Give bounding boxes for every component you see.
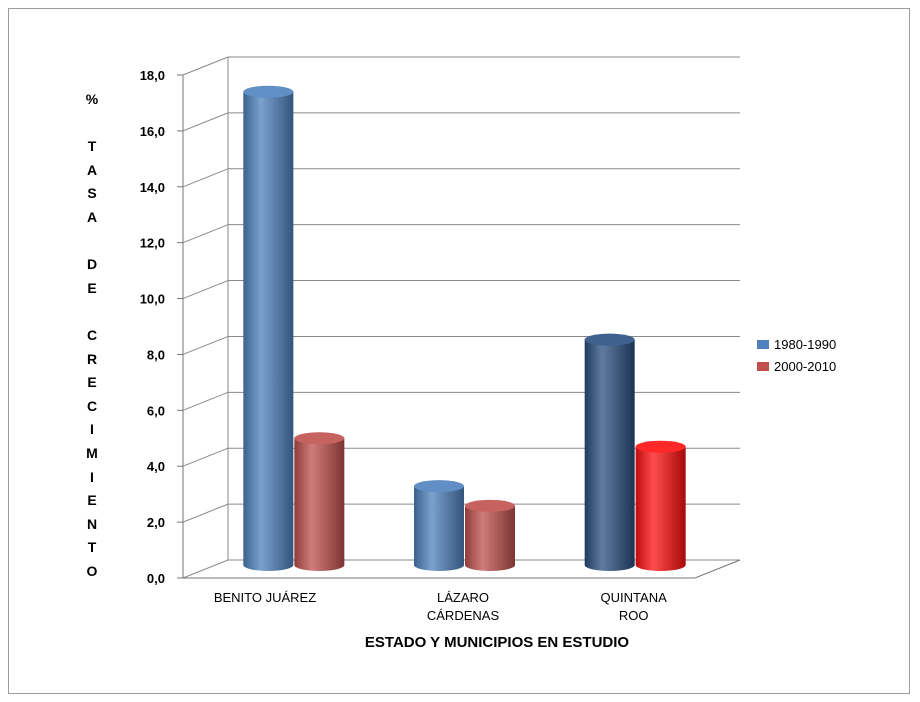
y-tick-label: 16,0 <box>140 124 165 139</box>
legend-swatch <box>757 361 769 371</box>
bar <box>465 505 515 571</box>
y-axis-title-letter: T <box>87 539 97 556</box>
floor-edge <box>183 559 741 579</box>
y-axis-title-letter: D <box>86 256 98 273</box>
legend-swatch <box>757 339 769 349</box>
y-axis-title-letter: S <box>87 185 97 202</box>
gridline-side <box>182 559 229 579</box>
y-tick-label: 6,0 <box>147 403 165 418</box>
y-tick-label: 2,0 <box>147 515 165 530</box>
y-axis-title-letter: % <box>85 91 99 107</box>
y-axis-title-letter: O <box>86 563 98 579</box>
y-axis-title-letter: A <box>86 209 98 225</box>
legend: 1980-1990 2000-2010 <box>757 333 836 377</box>
y-tick-label: 14,0 <box>140 180 165 195</box>
y-axis-title-letter: T <box>87 138 97 155</box>
y-tick-label: 4,0 <box>147 459 165 474</box>
bar-top <box>414 480 464 493</box>
bar-top <box>294 432 345 445</box>
axes <box>177 57 741 579</box>
y-axis-title-letter: N <box>86 515 98 532</box>
gridline-side <box>182 280 229 300</box>
x-axis-title: ESTADO Y MUNICIPIOS EN ESTUDIO <box>365 634 630 651</box>
y-tick-label: 10,0 <box>140 292 165 307</box>
y-tick-labels: 0,0 2,0 4,0 6,0 8,0 10,0 12,0 14,0 16,0 18,0 <box>140 68 165 586</box>
y-axis-title-letter: R <box>86 350 98 367</box>
bar-top <box>465 499 515 512</box>
gridline-side <box>182 335 229 355</box>
bars <box>243 85 686 572</box>
gridline-side <box>182 503 229 523</box>
x-category-labels: BENITO JUÁREZ LÁZARO CÁRDENAS QUINTANA ROO <box>214 590 667 623</box>
y-axis-title-letter: A <box>86 161 98 178</box>
gridline-side <box>182 224 229 244</box>
bar <box>294 438 345 571</box>
y-axis-title-letter: I <box>90 468 94 485</box>
bar-top <box>584 333 635 346</box>
y-axis-title-letter: E <box>87 492 97 509</box>
y-tick-label: 0,0 <box>147 571 165 586</box>
y-axis-title-letter: E <box>87 279 97 296</box>
bar-top <box>635 440 686 453</box>
x-category-label: ROO <box>619 608 649 623</box>
bar-top <box>243 85 294 98</box>
x-category-label: QUINTANA <box>601 590 668 605</box>
x-category-label: BENITO JUÁREZ <box>214 590 316 605</box>
y-axis-title-letter: I <box>90 421 94 438</box>
legend-label: 1980-1990 <box>774 336 837 352</box>
gridline-side <box>182 56 229 76</box>
y-tick-label: 18,0 <box>140 68 165 83</box>
y-tick-label: 8,0 <box>147 347 165 362</box>
y-axis-title-letter: C <box>86 327 98 343</box>
x-category-label: CÁRDENAS <box>427 608 500 623</box>
gridline-side <box>182 447 229 467</box>
gridline-side <box>182 168 229 188</box>
legend-item: 1980-1990 <box>757 333 836 355</box>
bar <box>243 91 294 572</box>
y-axis-title-letter: E <box>87 374 97 391</box>
bar <box>635 446 686 571</box>
gridline-side <box>182 112 229 132</box>
x-category-label: LÁZARO <box>437 590 489 605</box>
bar <box>414 486 464 571</box>
y-axis-title-letter: M <box>86 445 98 461</box>
bar <box>584 339 635 571</box>
legend-item: 2000-2010 <box>757 355 836 377</box>
y-axis-title-letter: C <box>86 397 98 414</box>
gridline-side <box>182 391 229 411</box>
chart-frame <box>8 8 910 694</box>
y-tick-label: 12,0 <box>140 236 165 251</box>
legend-label: 2000-2010 <box>774 358 837 374</box>
